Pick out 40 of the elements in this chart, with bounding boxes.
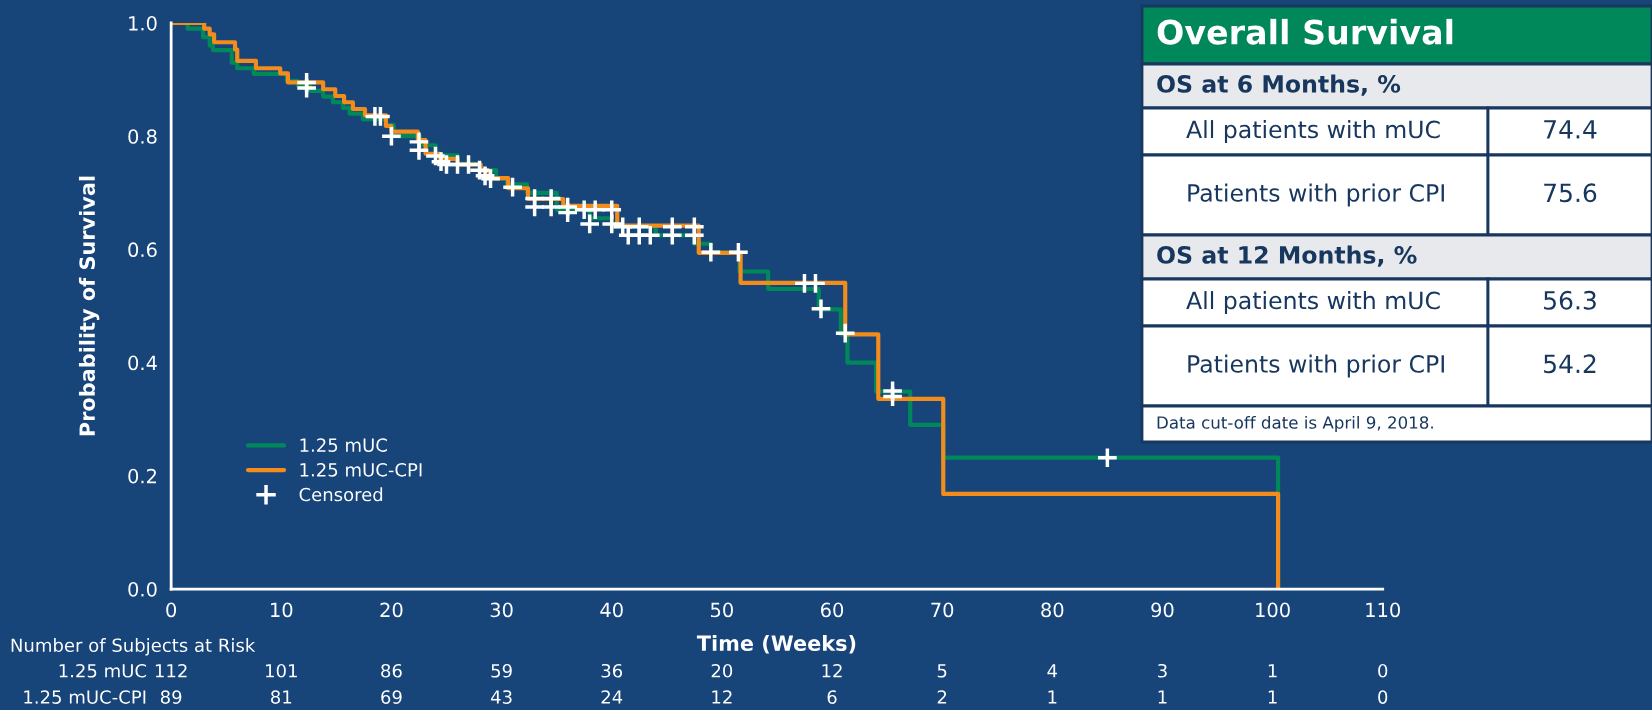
y-tick-label: 0.4 (128, 355, 157, 371)
x-tick-label: 110 (1366, 602, 1400, 618)
annotation: All patients with mUC (1186, 291, 1440, 314)
x-tick-label: 50 (710, 602, 733, 618)
y-tick-label: 0.2 (128, 468, 157, 484)
annotation: OS at 12 Months, % (1157, 245, 1417, 267)
text: 75.6 (1544, 183, 1597, 203)
annotation: OS at 6 Months, % (1157, 74, 1401, 96)
x-tick-label: 70 (931, 602, 954, 618)
x-tick-label: 90 (1151, 602, 1174, 618)
text: 56.3 (1544, 290, 1596, 310)
y-tick-label: 0.8 (128, 129, 157, 144)
annotation: All patients with mUC (1186, 120, 1440, 143)
x-tick-label: 40 (600, 602, 623, 618)
text: 89 81 69 43 24 12 6 2 1 1 1 0 (160, 690, 1388, 704)
y-tick-label: 0.0 (128, 581, 157, 597)
legend-label: 1.25 mUC (300, 438, 387, 452)
y-axis-title: Probability of Survival (78, 176, 100, 436)
legend-label: Censored (299, 487, 383, 502)
x-tick-label: 60 (820, 602, 844, 618)
x-tick-label: 20 (380, 602, 403, 618)
y-tick-label: 1.0 (129, 15, 157, 31)
text: Number of Subjects at Risk (11, 638, 256, 656)
y-tick-label: 0.6 (128, 242, 157, 258)
x-tick-label: 10 (271, 602, 293, 618)
x-tick-label: 100 (1256, 602, 1290, 618)
text: 54.2 (1544, 354, 1596, 374)
x-axis-title: Time (Weeks) (696, 634, 856, 654)
text: 1.25 mUC (59, 663, 147, 678)
annotation: Data cut-off date is April 9, 2018. (1157, 415, 1433, 433)
text: 74.4 (1544, 120, 1597, 139)
x-tick-label: 30 (490, 602, 513, 618)
x-tick-label: 80 (1041, 602, 1064, 618)
annotation: Patients with prior CPI (1188, 354, 1444, 378)
annotation: Overall Survival (1157, 18, 1453, 45)
text: 112 101 86 59 36 20 12 5 4 3 1 0 (155, 663, 1388, 678)
text: 1.25 mUC-CPI (24, 690, 146, 704)
legend-label: 1.25 mUC-CPI (300, 462, 422, 477)
annotation: Patients with prior CPI (1188, 183, 1444, 207)
x-tick-label: 0 (166, 602, 177, 618)
